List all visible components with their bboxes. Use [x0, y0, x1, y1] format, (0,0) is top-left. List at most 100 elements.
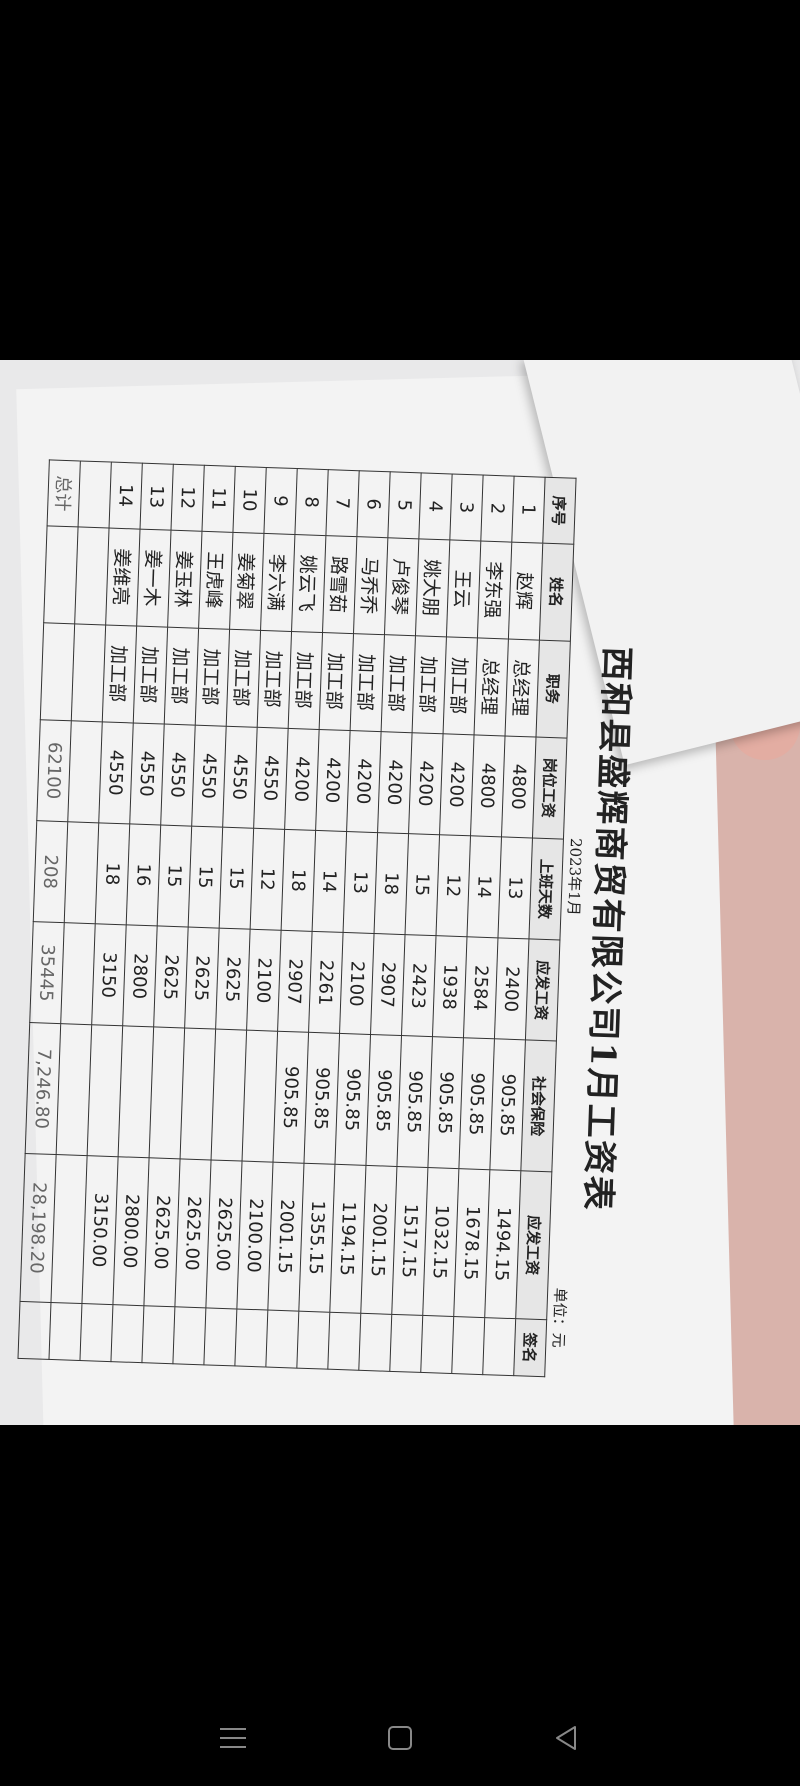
table-cell: 14 [109, 462, 143, 530]
table-cell: 2001.15 [360, 1165, 397, 1315]
table-cell [87, 1025, 123, 1157]
table-cell: 2800.00 [112, 1156, 150, 1306]
table-cell: 4200 [377, 731, 413, 834]
table-cell: 1517.15 [391, 1166, 428, 1316]
table-cell: 2625 [153, 926, 189, 1029]
total-cell: 28,198.20 [20, 1153, 57, 1303]
table-cell: 加工部 [226, 629, 261, 727]
table-cell: 6 [356, 470, 391, 538]
table-cell: 姜玉林 [167, 530, 202, 629]
document-unit: 单位：元 [549, 1287, 570, 1349]
total-cell [18, 1301, 51, 1360]
table-cell [71, 623, 106, 722]
table-cell [56, 1024, 92, 1156]
table-cell: 2625 [215, 928, 251, 1031]
table-cell: 赵辉 [508, 542, 543, 640]
table-cell: 2584 [463, 936, 498, 1040]
table-cell: 2423 [401, 934, 437, 1037]
table-cell: 4550 [129, 722, 165, 825]
table-cell: 3150 [91, 923, 127, 1027]
table-cell: 4200 [439, 733, 475, 836]
table-cell: 总经理 [474, 637, 509, 736]
table-cell: 姚大朋 [415, 538, 450, 637]
menu-button[interactable] [213, 1718, 253, 1758]
table-cell: 1938 [432, 935, 467, 1039]
table-cell: 2100 [246, 929, 282, 1032]
table-cell: 2400 [494, 937, 529, 1041]
table-cell [327, 1311, 361, 1371]
table-cell: 905.85 [458, 1038, 495, 1170]
total-cell [43, 525, 79, 624]
table-cell: 10 [232, 466, 267, 534]
table-cell: 1032.15 [422, 1167, 459, 1317]
table-cell: 12 [436, 834, 471, 937]
navigation-bar [0, 1690, 800, 1786]
table-cell: 12 [250, 828, 285, 931]
table-cell: 15 [405, 833, 440, 936]
back-button[interactable] [547, 1718, 587, 1758]
table-cell: 9 [263, 467, 298, 535]
table-cell: 15 [157, 824, 192, 928]
table-cell: 加工部 [164, 626, 199, 725]
table-cell: 姚云飞 [291, 534, 326, 633]
table-cell: 4550 [160, 723, 196, 826]
table-cell: 4200 [315, 729, 351, 832]
table-cell: 加工部 [412, 635, 447, 734]
table-cell: 加工部 [319, 632, 354, 731]
payroll-table: 序号 姓名 职务 岗位工资 上班天数 应发工资 社会保险 应发工资 签名 1 赵辉 总经理 4800 1… [17, 459, 577, 1377]
table-cell: 加工部 [195, 628, 230, 726]
table-cell: 905.85 [334, 1033, 371, 1166]
table-cell: 2907 [370, 933, 406, 1036]
table-cell [74, 526, 110, 625]
table-cell: 加工部 [133, 625, 168, 724]
table-cell: 2625.00 [143, 1157, 181, 1307]
table-cell [50, 1154, 88, 1304]
table-cell: 7 [325, 469, 360, 537]
table-cell: 4800 [470, 734, 506, 837]
home-button[interactable] [380, 1718, 420, 1758]
table-cell: 李六满 [260, 533, 295, 632]
table-cell: 4200 [284, 728, 320, 831]
table-cell [110, 1304, 144, 1363]
table-cell [211, 1029, 247, 1162]
photo-viewer: 西和县盛辉商贸有限公司1月工资表 2023年1月 单位：元 序号 姓名 职务 岗位工资… [0, 360, 800, 1425]
table-cell: 4550 [191, 724, 227, 828]
table-cell: 1194.15 [329, 1164, 366, 1314]
table-cell: 1494.15 [484, 1169, 521, 1319]
table-cell: 15 [188, 825, 223, 929]
table-cell [296, 1310, 330, 1370]
table-cell [420, 1315, 454, 1374]
table-cell [242, 1030, 278, 1163]
table-cell: 姜一木 [136, 529, 171, 627]
table-cell: 14 [466, 835, 502, 938]
table-cell: 18 [374, 832, 409, 935]
table-cell: 王虎峰 [198, 531, 233, 630]
total-cell [40, 622, 75, 721]
table-cell: 1 [511, 476, 546, 544]
document-period: 2023年1月 [564, 837, 585, 916]
home-square-icon [387, 1726, 412, 1750]
column-header: 应发工资 [515, 1170, 552, 1320]
table-cell [48, 1302, 82, 1361]
table-cell: 18 [95, 822, 130, 925]
table-cell [203, 1307, 237, 1366]
table-cell: 总经理 [505, 638, 540, 737]
table-cell: 2261 [308, 931, 344, 1034]
total-cell: 62100 [36, 719, 72, 822]
table-cell: 姜维亮 [105, 528, 141, 626]
table-cell [265, 1309, 299, 1369]
table-cell: 2625 [184, 927, 220, 1030]
table-cell: 16 [126, 823, 161, 927]
menu-icon [220, 1728, 247, 1748]
table-cell: 2907 [277, 930, 313, 1033]
table-cell [234, 1308, 268, 1368]
table-cell: 马乔乔 [353, 536, 388, 635]
total-cell: 总计 [47, 459, 81, 527]
table-cell [482, 1317, 516, 1376]
column-header: 岗位工资 [532, 736, 567, 839]
table-cell [79, 1303, 113, 1362]
table-cell: 13 [343, 831, 378, 934]
table-cell: 12 [170, 464, 205, 532]
table-cell: 2 [480, 475, 515, 543]
table-cell: 2625.00 [205, 1160, 243, 1309]
